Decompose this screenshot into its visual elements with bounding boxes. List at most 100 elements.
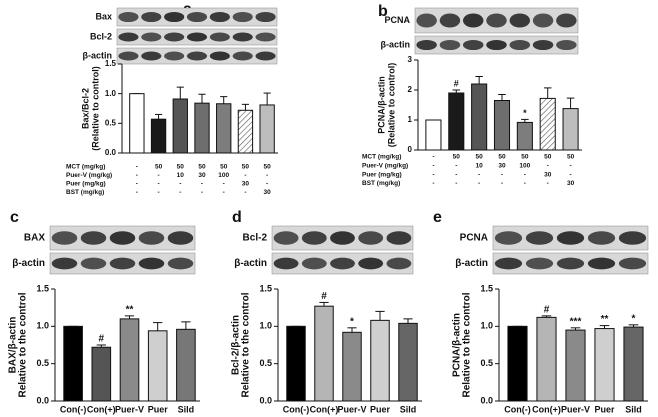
blot-band <box>386 257 412 270</box>
blot-band <box>330 231 355 245</box>
bar <box>507 325 528 402</box>
table-cell: - <box>478 180 480 187</box>
bar <box>314 305 334 402</box>
table-cell: - <box>432 163 434 170</box>
bar <box>493 100 511 151</box>
blot-band <box>167 231 194 245</box>
table-cell: - <box>569 171 571 178</box>
blot-band <box>209 32 230 42</box>
blot-band <box>330 257 355 270</box>
bar <box>172 98 188 154</box>
blot-band <box>494 257 523 270</box>
blot-label: Bcl-2 <box>243 233 268 244</box>
blot-label: β-actin <box>83 50 113 60</box>
y-tick-label: 1.5 <box>36 283 49 293</box>
bar <box>176 328 196 402</box>
blot-band <box>138 231 165 245</box>
table-cell: 100 <box>218 172 229 179</box>
bar <box>63 325 83 402</box>
table-cell: 30 <box>242 181 250 188</box>
blot-band <box>532 13 554 28</box>
blot-band <box>486 39 507 51</box>
table-cell: - <box>157 172 159 179</box>
table-cell: - <box>157 181 159 188</box>
table-cell: - <box>501 180 503 187</box>
panel-letter: b <box>378 3 388 20</box>
bar <box>194 102 210 154</box>
table-cell: - <box>455 163 457 170</box>
blot-band <box>141 32 162 42</box>
blot-band <box>509 39 531 51</box>
blot-band <box>255 11 276 23</box>
table-cell: 50 <box>177 164 185 171</box>
bar <box>536 316 557 402</box>
blot-band <box>118 11 139 23</box>
y-tick-label: 0.0 <box>36 395 49 405</box>
blot-band <box>51 257 78 270</box>
table-cell: 30 <box>264 189 272 196</box>
x-tick-label: Con(+) <box>532 404 561 414</box>
y-axis-label: Relative to the control <box>462 292 473 397</box>
blot-band <box>301 231 327 245</box>
table-row-label: Puer-V (mg/kg) <box>362 163 408 170</box>
bar <box>91 346 112 402</box>
y-tick-label: 2 <box>408 85 413 94</box>
blot-band <box>618 231 647 245</box>
table-cell: 30 <box>198 172 206 179</box>
significance-mark: * <box>632 313 636 324</box>
table-cell: - <box>136 172 138 179</box>
table-cell: 50 <box>544 154 552 161</box>
table-cell: - <box>266 172 268 179</box>
blot-band <box>587 231 616 245</box>
table-cell: 50 <box>476 154 484 161</box>
blot-label: Bcl-2 <box>90 31 112 41</box>
x-tick-label: Con(-) <box>60 404 87 414</box>
table-cell: - <box>455 180 457 187</box>
x-tick-label: Puer <box>148 404 169 414</box>
bar <box>370 319 390 402</box>
blot-label: BAX <box>24 233 45 244</box>
table-cell: 10 <box>476 163 484 170</box>
blot-band <box>301 257 327 270</box>
x-tick-label: Con(+) <box>87 404 116 414</box>
blot-band <box>109 231 136 245</box>
blot-band <box>358 257 384 270</box>
blot-band <box>164 51 185 61</box>
blot-band <box>209 51 230 61</box>
x-tick-label: Con(-) <box>504 404 531 414</box>
blot-band <box>587 257 616 270</box>
blot-band <box>209 11 230 23</box>
blot-band <box>141 51 162 61</box>
blot-band <box>618 257 647 270</box>
blot-band <box>509 13 531 28</box>
x-tick-label: Puer-V <box>337 404 366 414</box>
y-tick-label: 0.5 <box>36 358 49 368</box>
bar <box>398 322 418 402</box>
x-tick-label: Puer-V <box>115 404 144 414</box>
bar <box>516 121 533 151</box>
bar <box>623 326 644 402</box>
significance-mark: # <box>321 291 327 302</box>
table-cell: - <box>136 164 138 171</box>
significance-mark: ** <box>126 305 134 316</box>
table-cell: 30 <box>567 180 575 187</box>
blot-band <box>232 51 253 61</box>
table-cell: - <box>547 163 549 170</box>
table-cell: - <box>432 171 434 178</box>
blot-band <box>232 32 253 42</box>
blot-band <box>462 13 484 28</box>
blot-band <box>416 39 437 51</box>
table-cell: - <box>244 189 246 196</box>
blot-band <box>80 231 107 245</box>
blot-band <box>255 32 276 42</box>
blot-band <box>386 231 412 245</box>
bar <box>342 331 362 402</box>
table-cell: - <box>201 189 203 196</box>
table-cell: 50 <box>567 154 575 161</box>
y-axis-label: PCNA/β-actin <box>376 76 386 134</box>
blot-band <box>141 11 162 23</box>
y-tick-label: 0.0 <box>259 395 272 405</box>
blot-band <box>556 39 577 51</box>
y-tick-label: 3 <box>408 55 413 64</box>
